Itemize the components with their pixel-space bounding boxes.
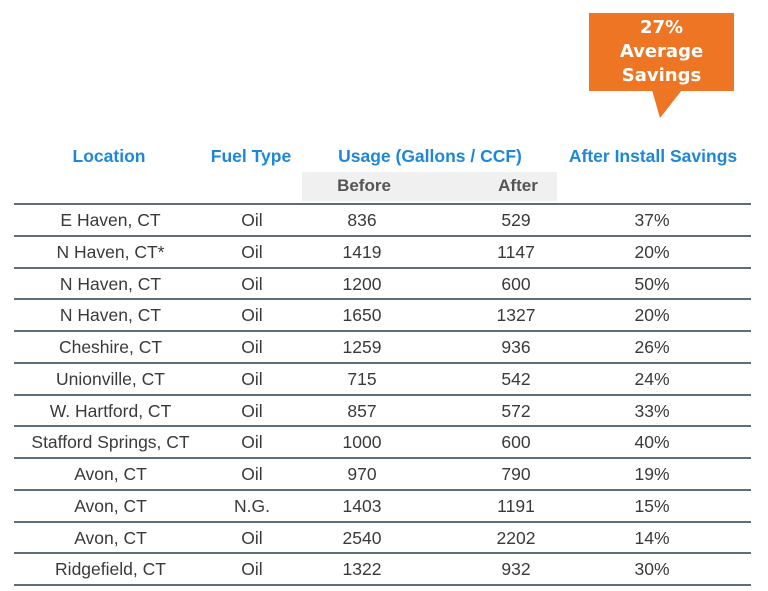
- location-cell: N Haven, CT: [59, 305, 162, 326]
- fuel-type-cell: Oil: [241, 527, 263, 548]
- fuel-type-cell: Oil: [241, 210, 263, 230]
- usage-before-cell: 715: [347, 368, 377, 389]
- savings-cell: 24%: [634, 368, 670, 389]
- savings-cell: 30%: [634, 559, 670, 580]
- table-row: Unionville, CT Oil 715 542 24%: [14, 361, 751, 394]
- fuel-type-cell: Oil: [241, 559, 263, 580]
- usage-before-cell: 1000: [342, 432, 382, 453]
- table-row: N Haven, CT* Oil 1419 1147 20%: [14, 234, 751, 267]
- fuel-type-cell: Oil: [241, 337, 263, 357]
- savings-cell: 14%: [634, 527, 670, 548]
- usage-after-cell: 932: [501, 559, 531, 580]
- usage-before-cell: 836: [347, 210, 377, 230]
- savings-cell: 20%: [634, 241, 670, 262]
- fuel-type-cell: Oil: [241, 241, 263, 262]
- location-cell: W. Hartford, CT: [49, 400, 172, 421]
- usage-before-cell: 1200: [342, 273, 382, 294]
- usage-before-cell: 1650: [342, 305, 382, 326]
- location-cell: Cheshire, CT: [58, 337, 163, 357]
- location-cell: E Haven, CT: [60, 210, 161, 230]
- table-row: Cheshire, CT Oil 1259 936 26%: [14, 330, 751, 362]
- average-savings-text: 27% Average Savings: [619, 17, 704, 86]
- usage-before-cell: 2540: [342, 527, 382, 548]
- location-cell: N Haven, CT: [59, 273, 162, 294]
- usage-after-cell: 572: [501, 400, 531, 421]
- table-row: W. Hartford, CT Oil 857 572 33%: [14, 393, 751, 426]
- usage-subheader-band: [302, 172, 557, 201]
- usage-before-cell: 1403: [342, 495, 382, 516]
- savings-cell: 33%: [634, 400, 670, 421]
- table-row: N Haven, CT Oil 1650 1327 20%: [14, 298, 751, 330]
- savings-cell: 26%: [634, 337, 670, 357]
- usage-after-cell: 1327: [496, 305, 536, 326]
- table-row: E Haven, CT Oil 836 529 37%: [14, 203, 751, 235]
- savings-cell: 50%: [634, 273, 670, 294]
- table-row: Stafford Springs, CT Oil 1000 600 40%: [14, 425, 751, 457]
- savings-cell: 37%: [634, 210, 670, 230]
- fuel-type-cell: Oil: [241, 464, 263, 484]
- usage-before-cell: 857: [347, 400, 377, 421]
- table-bottom-rule: [14, 584, 751, 586]
- location-cell: Ridgefield, CT: [55, 559, 166, 580]
- savings-header: After Install Savings: [568, 146, 738, 166]
- table-row: Avon, CT N.G. 1403 1191 15%: [14, 488, 751, 521]
- usage-after-cell: 600: [501, 273, 531, 294]
- usage-before-cell: 1419: [342, 241, 382, 262]
- before-subheader: Before: [337, 176, 391, 195]
- fuel-type-cell: Oil: [241, 368, 263, 389]
- fuel-type-cell: Oil: [241, 432, 263, 453]
- usage-before-cell: 1322: [342, 559, 382, 580]
- usage-after-cell: 790: [501, 464, 531, 484]
- usage-after-cell: 1191: [497, 495, 535, 516]
- usage-after-cell: 600: [501, 432, 531, 453]
- location-header: Location: [72, 146, 146, 166]
- usage-before-cell: 1259: [342, 337, 382, 357]
- fuel-type-cell: N.G.: [234, 495, 270, 516]
- usage-after-cell: 542: [501, 368, 531, 389]
- average-savings-callout: 27% Average Savings: [589, 13, 734, 91]
- fuel-type-cell: Oil: [241, 273, 263, 294]
- table-row: N Haven, CT Oil 1200 600 50%: [14, 266, 751, 299]
- location-cell: Unionville, CT: [56, 368, 165, 389]
- location-cell: Avon, CT: [74, 464, 147, 484]
- fuel-type-cell: Oil: [241, 400, 263, 421]
- location-cell: Avon, CT: [74, 527, 147, 548]
- usage-before-cell: 970: [347, 464, 377, 484]
- usage-after-cell: 1147: [497, 241, 535, 262]
- location-cell: Stafford Springs, CT: [31, 432, 190, 453]
- usage-after-cell: 2202: [496, 527, 536, 548]
- savings-cell: 20%: [634, 305, 670, 326]
- usage-header: Usage (Gallons / CCF): [338, 146, 522, 166]
- usage-after-cell: 529: [501, 210, 531, 230]
- table-row: Avon, CT Oil 2540 2202 14%: [14, 520, 751, 553]
- after-subheader: After: [498, 176, 538, 195]
- location-cell: Avon, CT: [74, 495, 147, 516]
- table-row: Ridgefield, CT Oil 1322 932 30%: [14, 552, 751, 584]
- usage-after-cell: 936: [501, 337, 531, 357]
- fuel-type-header: Fuel Type: [210, 146, 292, 166]
- location-cell: N Haven, CT*: [56, 241, 165, 262]
- fuel-type-cell: Oil: [241, 305, 263, 326]
- savings-table: E Haven, CT Oil 836 529 37% N Haven, CT* Oil 14…: [14, 203, 751, 586]
- savings-cell: 15%: [634, 495, 670, 516]
- savings-cell: 19%: [634, 464, 670, 484]
- table-row: Avon, CT Oil 970 790 19%: [14, 457, 751, 489]
- savings-cell: 40%: [634, 432, 670, 453]
- callout-pointer: [652, 90, 682, 118]
